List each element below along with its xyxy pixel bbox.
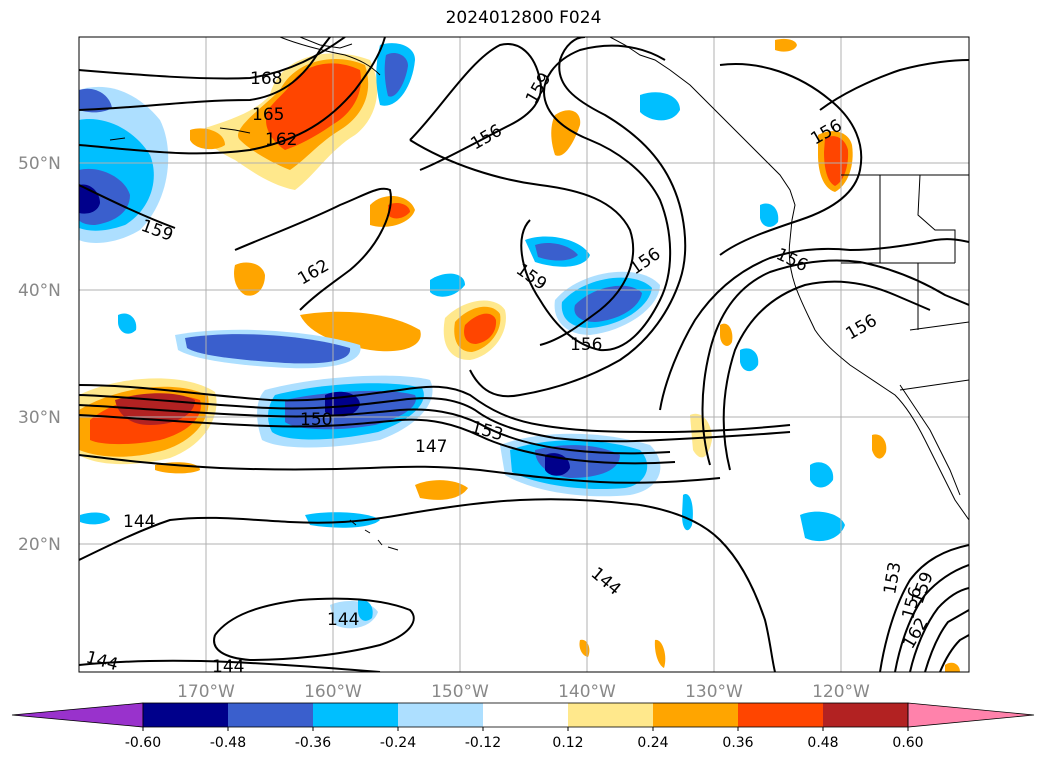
lat-label: 20°N — [18, 535, 61, 555]
lat-label: 30°N — [18, 408, 61, 428]
contour-label: 165 — [252, 105, 284, 125]
contour-label: 156 — [570, 335, 602, 355]
lon-label: 150°W — [431, 682, 489, 702]
colorbar-label: -0.12 — [465, 735, 501, 751]
graticule — [79, 37, 969, 672]
map-title: 2024012800 F024 — [445, 8, 602, 28]
latitude-labels: 50°N 40°N 30°N 20°N — [18, 154, 61, 555]
colorbar-segment — [568, 703, 653, 727]
contour-label: 144 — [212, 657, 244, 677]
map-frame — [78, 36, 970, 673]
lon-label: 130°W — [685, 682, 743, 702]
colorbar: -0.60 -0.48 -0.36 -0.24 -0.12 0.12 0.24 0.36 0.4… — [11, 702, 1035, 751]
colorbar-label: 0.60 — [892, 735, 923, 751]
contour-label: 162 — [265, 130, 297, 150]
longitude-labels: 170°W 160°W 150°W 140°W 130°W 120°W — [177, 682, 870, 702]
height-contours — [79, 37, 969, 672]
colorbar-label: 0.24 — [637, 735, 668, 751]
colorbar-outline — [142, 702, 909, 728]
contour-label: 144 — [327, 610, 359, 630]
colorbar-segment — [738, 703, 823, 727]
lat-label: 40°N — [18, 281, 61, 301]
colorbar-segment — [398, 703, 483, 727]
colorbar-extend-left — [11, 702, 144, 728]
contour-label: 150 — [300, 410, 332, 430]
colorbar-label: -0.36 — [295, 735, 331, 751]
colorbar-segment — [313, 703, 398, 727]
colorbar-segment — [143, 703, 228, 727]
contour-label: 168 — [250, 69, 282, 89]
colorbar-label: -0.60 — [125, 735, 161, 751]
contour-label: 144 — [123, 512, 155, 532]
colorbar-label: 0.36 — [722, 735, 753, 751]
lon-label: 140°W — [558, 682, 616, 702]
colorbar-extend-right — [907, 702, 1035, 728]
lon-label: 120°W — [812, 682, 870, 702]
lat-label: 50°N — [18, 154, 61, 174]
contour-label: 147 — [415, 437, 447, 457]
colorbar-label: 0.48 — [807, 735, 838, 751]
lon-label: 160°W — [304, 682, 362, 702]
map-area: 168 165 162 159 162 156 159 156 159 156 … — [79, 37, 969, 677]
colorbar-segment — [653, 703, 738, 727]
colorbar-segment — [483, 703, 568, 727]
colorbar-label: 0.12 — [552, 735, 583, 751]
colorbar-label: -0.48 — [210, 735, 246, 751]
colorbar-segment — [823, 703, 908, 727]
colorbar-segment — [228, 703, 313, 727]
colorbar-label: -0.24 — [380, 735, 416, 751]
lon-label: 170°W — [177, 682, 235, 702]
